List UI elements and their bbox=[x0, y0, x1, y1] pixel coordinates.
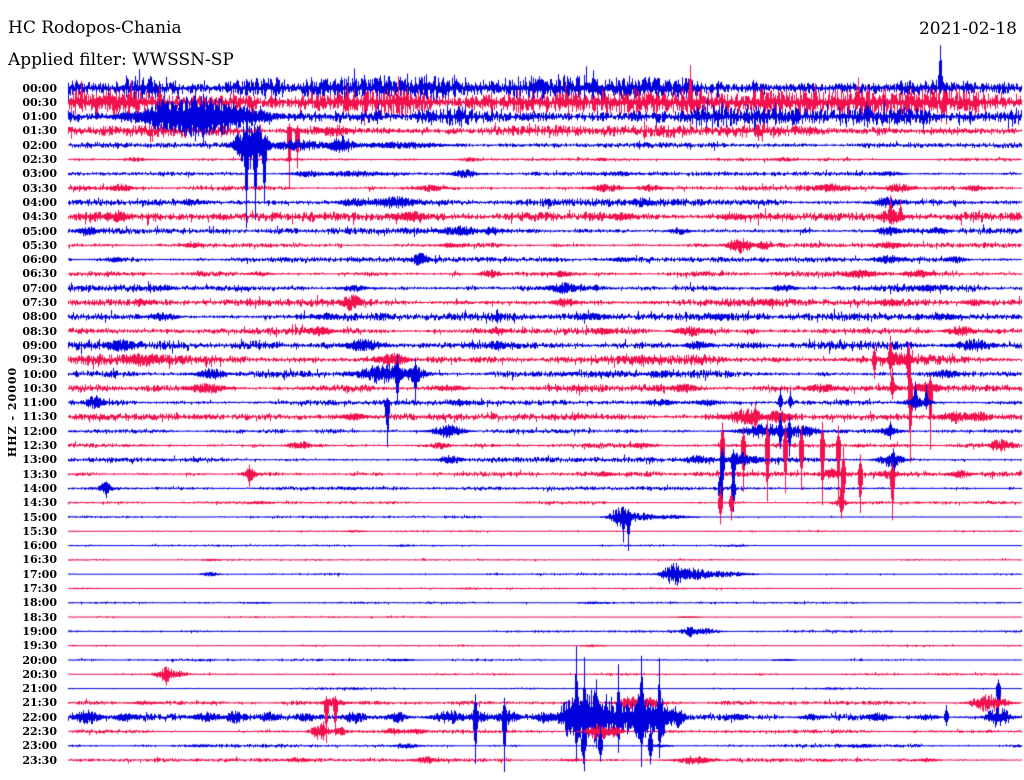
trace-time-label: 14:00 bbox=[22, 481, 57, 495]
trace-time-label: 14:30 bbox=[22, 496, 57, 510]
trace-time-label: 13:30 bbox=[22, 467, 57, 481]
trace-time-label: 04:30 bbox=[22, 210, 57, 224]
station-title: HC Rodopos-Chania bbox=[8, 18, 182, 38]
trace-time-label: 05:30 bbox=[22, 238, 57, 252]
trace-time-label: 00:30 bbox=[22, 95, 57, 109]
trace-time-label: 10:00 bbox=[22, 367, 57, 381]
trace-time-label: 00:00 bbox=[22, 81, 57, 95]
filter-label: Applied filter: WWSSN-SP bbox=[8, 50, 234, 70]
trace-time-label: 06:00 bbox=[22, 253, 57, 267]
trace-time-label: 17:00 bbox=[22, 567, 57, 581]
trace-time-label: 18:30 bbox=[22, 610, 57, 624]
trace-time-label: 09:00 bbox=[22, 338, 57, 352]
trace-time-label: 15:00 bbox=[22, 510, 57, 524]
trace-time-label: 02:00 bbox=[22, 138, 57, 152]
trace-time-label: 11:00 bbox=[22, 396, 57, 410]
trace-time-label: 07:30 bbox=[22, 296, 57, 309]
trace-time-label: 16:30 bbox=[22, 553, 57, 567]
trace-time-label: 02:30 bbox=[22, 153, 57, 166]
trace-time-label: 18:00 bbox=[22, 596, 57, 610]
trace-time-label: 22:00 bbox=[22, 710, 57, 724]
trace-time-label: 12:30 bbox=[22, 439, 57, 452]
trace-time-label: 13:00 bbox=[22, 453, 57, 467]
trace-time-label: 06:30 bbox=[22, 267, 57, 281]
trace-time-label: 22:30 bbox=[22, 725, 57, 738]
trace-time-label: 09:30 bbox=[22, 353, 57, 367]
trace-time-label: 20:30 bbox=[22, 667, 57, 681]
trace-time-label: 05:00 bbox=[22, 224, 57, 238]
trace-time-label: 01:00 bbox=[22, 110, 57, 124]
trace-time-label: 16:00 bbox=[22, 539, 57, 553]
record-date: 2021-02-18 bbox=[918, 19, 1017, 39]
trace-time-label: 03:30 bbox=[22, 181, 57, 195]
trace-time-label: 19:00 bbox=[22, 624, 57, 638]
trace-time-label: 23:00 bbox=[22, 739, 57, 753]
trace-time-label: 04:00 bbox=[22, 195, 57, 209]
trace-time-label: 21:00 bbox=[22, 682, 57, 696]
trace-time-label: 10:30 bbox=[22, 381, 57, 395]
trace-time-label: 15:30 bbox=[22, 524, 57, 538]
trace-time-label: 23:30 bbox=[22, 753, 57, 767]
trace-time-label: 11:30 bbox=[22, 410, 57, 424]
trace-time-label: 03:00 bbox=[22, 167, 57, 181]
trace-time-label: 12:00 bbox=[22, 424, 57, 438]
trace-time-label: 08:00 bbox=[22, 310, 57, 324]
trace-time-label: 08:30 bbox=[22, 324, 57, 338]
trace-time-label: 21:30 bbox=[22, 696, 57, 710]
trace-time-label: 17:30 bbox=[22, 582, 57, 595]
trace-time-label: 07:00 bbox=[22, 281, 57, 295]
trace-time-label: 01:30 bbox=[22, 124, 57, 138]
trace-time-label: 19:30 bbox=[22, 639, 57, 653]
trace-time-label: 20:00 bbox=[22, 653, 57, 667]
